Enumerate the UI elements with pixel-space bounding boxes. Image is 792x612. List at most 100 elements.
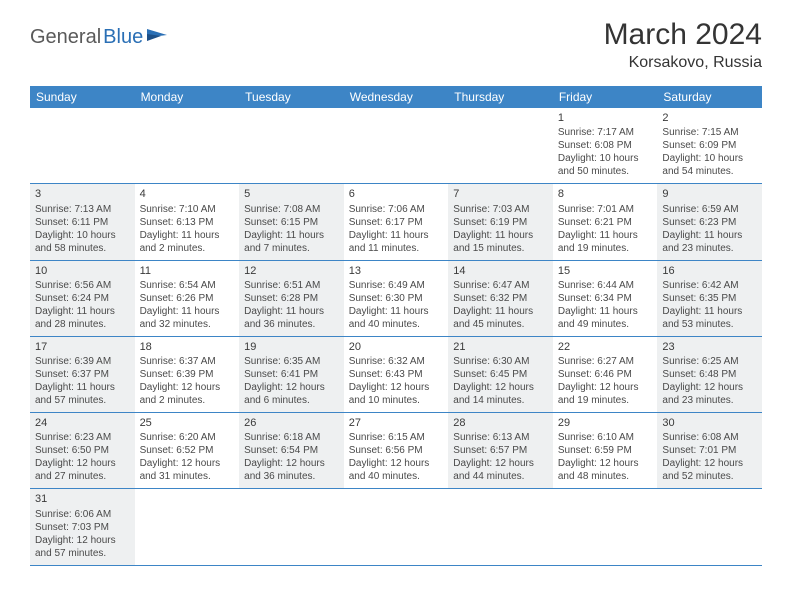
day-cell: 9Sunrise: 6:59 AMSunset: 6:23 PMDaylight… xyxy=(657,184,762,259)
day-number: 1 xyxy=(558,111,653,125)
day-cell: 28Sunrise: 6:13 AMSunset: 6:57 PMDayligh… xyxy=(448,413,553,488)
calendar-row: 31Sunrise: 6:06 AMSunset: 7:03 PMDayligh… xyxy=(30,489,762,565)
day-info-line: and 54 minutes. xyxy=(662,165,757,178)
calendar-row: 3Sunrise: 7:13 AMSunset: 6:11 PMDaylight… xyxy=(30,184,762,260)
day-info-line: Sunset: 6:24 PM xyxy=(35,292,130,305)
empty-cell xyxy=(135,489,240,564)
day-info-line: and 27 minutes. xyxy=(35,470,130,483)
day-info-line: Daylight: 11 hours xyxy=(140,229,235,242)
day-cell: 19Sunrise: 6:35 AMSunset: 6:41 PMDayligh… xyxy=(239,337,344,412)
page-header: General Blue March 2024 Korsakovo, Russi… xyxy=(30,18,762,72)
day-info-line: Daylight: 12 hours xyxy=(453,457,548,470)
day-info-line: Sunrise: 6:37 AM xyxy=(140,355,235,368)
day-number: 18 xyxy=(140,340,235,354)
day-info-line: and 11 minutes. xyxy=(349,242,444,255)
day-info-line: Sunrise: 6:10 AM xyxy=(558,431,653,444)
day-info-line: and 2 minutes. xyxy=(140,242,235,255)
day-info-line: Sunrise: 7:08 AM xyxy=(244,203,339,216)
day-number: 10 xyxy=(35,264,130,278)
day-header: Tuesday xyxy=(239,86,344,108)
empty-cell xyxy=(239,489,344,564)
day-info-line: and 58 minutes. xyxy=(35,242,130,255)
day-info-line: Daylight: 12 hours xyxy=(558,381,653,394)
day-number: 22 xyxy=(558,340,653,354)
day-info-line: and 14 minutes. xyxy=(453,394,548,407)
day-cell: 10Sunrise: 6:56 AMSunset: 6:24 PMDayligh… xyxy=(30,261,135,336)
day-info-line: Daylight: 12 hours xyxy=(349,381,444,394)
day-number: 27 xyxy=(349,416,444,430)
day-number: 23 xyxy=(662,340,757,354)
day-number: 8 xyxy=(558,187,653,201)
day-number: 30 xyxy=(662,416,757,430)
day-info-line: and 36 minutes. xyxy=(244,470,339,483)
day-info-line: and 28 minutes. xyxy=(35,318,130,331)
day-header: Saturday xyxy=(657,86,762,108)
day-info-line: and 7 minutes. xyxy=(244,242,339,255)
day-info-line: and 48 minutes. xyxy=(558,470,653,483)
day-info-line: and 2 minutes. xyxy=(140,394,235,407)
day-cell: 18Sunrise: 6:37 AMSunset: 6:39 PMDayligh… xyxy=(135,337,240,412)
day-info-line: Sunset: 6:19 PM xyxy=(453,216,548,229)
day-info-line: Sunrise: 7:10 AM xyxy=(140,203,235,216)
day-info-line: Sunrise: 7:15 AM xyxy=(662,126,757,139)
day-info-line: and 23 minutes. xyxy=(662,394,757,407)
calendar-body: 1Sunrise: 7:17 AMSunset: 6:08 PMDaylight… xyxy=(30,108,762,566)
day-info-line: Sunset: 6:34 PM xyxy=(558,292,653,305)
day-info-line: Sunset: 6:45 PM xyxy=(453,368,548,381)
day-info-line: Daylight: 11 hours xyxy=(453,305,548,318)
day-info-line: Sunset: 6:54 PM xyxy=(244,444,339,457)
empty-cell xyxy=(344,108,449,183)
day-cell: 31Sunrise: 6:06 AMSunset: 7:03 PMDayligh… xyxy=(30,489,135,564)
day-info-line: Daylight: 11 hours xyxy=(453,229,548,242)
day-number: 21 xyxy=(453,340,548,354)
day-info-line: Sunset: 6:21 PM xyxy=(558,216,653,229)
day-cell: 11Sunrise: 6:54 AMSunset: 6:26 PMDayligh… xyxy=(135,261,240,336)
day-info-line: and 23 minutes. xyxy=(662,242,757,255)
day-info-line: Daylight: 11 hours xyxy=(662,229,757,242)
day-info-line: and 53 minutes. xyxy=(662,318,757,331)
day-info-line: Daylight: 12 hours xyxy=(244,381,339,394)
day-info-line: Daylight: 12 hours xyxy=(35,534,130,547)
empty-cell xyxy=(553,489,658,564)
day-info-line: Daylight: 11 hours xyxy=(35,381,130,394)
day-number: 24 xyxy=(35,416,130,430)
day-cell: 16Sunrise: 6:42 AMSunset: 6:35 PMDayligh… xyxy=(657,261,762,336)
day-info-line: Sunrise: 6:56 AM xyxy=(35,279,130,292)
day-info-line: Sunset: 6:11 PM xyxy=(35,216,130,229)
day-number: 20 xyxy=(349,340,444,354)
day-info-line: Sunrise: 6:08 AM xyxy=(662,431,757,444)
day-info-line: and 45 minutes. xyxy=(453,318,548,331)
day-info-line: Sunrise: 6:30 AM xyxy=(453,355,548,368)
day-cell: 3Sunrise: 7:13 AMSunset: 6:11 PMDaylight… xyxy=(30,184,135,259)
day-number: 15 xyxy=(558,264,653,278)
day-info-line: Sunrise: 6:25 AM xyxy=(662,355,757,368)
day-info-line: Sunset: 6:08 PM xyxy=(558,139,653,152)
day-info-line: Daylight: 12 hours xyxy=(140,381,235,394)
day-number: 13 xyxy=(349,264,444,278)
day-info-line: Daylight: 11 hours xyxy=(244,229,339,242)
day-number: 16 xyxy=(662,264,757,278)
day-info-line: Daylight: 12 hours xyxy=(662,381,757,394)
day-info-line: Sunrise: 6:51 AM xyxy=(244,279,339,292)
day-header: Thursday xyxy=(448,86,553,108)
day-cell: 27Sunrise: 6:15 AMSunset: 6:56 PMDayligh… xyxy=(344,413,449,488)
day-info-line: Sunrise: 6:35 AM xyxy=(244,355,339,368)
day-cell: 14Sunrise: 6:47 AMSunset: 6:32 PMDayligh… xyxy=(448,261,553,336)
day-info-line: Sunrise: 7:01 AM xyxy=(558,203,653,216)
day-number: 5 xyxy=(244,187,339,201)
day-info-line: and 40 minutes. xyxy=(349,470,444,483)
month-title: March 2024 xyxy=(604,18,762,52)
calendar-row: 17Sunrise: 6:39 AMSunset: 6:37 PMDayligh… xyxy=(30,337,762,413)
day-number: 19 xyxy=(244,340,339,354)
day-cell: 13Sunrise: 6:49 AMSunset: 6:30 PMDayligh… xyxy=(344,261,449,336)
day-info-line: and 57 minutes. xyxy=(35,547,130,560)
day-info-line: Sunset: 6:26 PM xyxy=(140,292,235,305)
day-info-line: Sunset: 6:52 PM xyxy=(140,444,235,457)
day-info-line: and 52 minutes. xyxy=(662,470,757,483)
day-info-line: Sunset: 6:13 PM xyxy=(140,216,235,229)
day-cell: 17Sunrise: 6:39 AMSunset: 6:37 PMDayligh… xyxy=(30,337,135,412)
day-info-line: Sunrise: 7:03 AM xyxy=(453,203,548,216)
empty-cell xyxy=(344,489,449,564)
day-info-line: Sunset: 7:01 PM xyxy=(662,444,757,457)
day-info-line: Daylight: 12 hours xyxy=(558,457,653,470)
